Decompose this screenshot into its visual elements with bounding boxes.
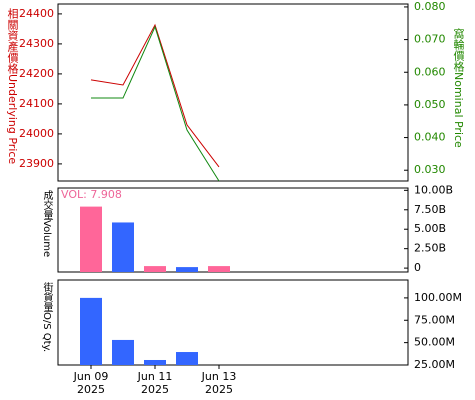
y2-tick-label: 0.030 bbox=[414, 163, 446, 176]
x-tick-label: Jun 13 bbox=[201, 370, 237, 383]
bar bbox=[176, 352, 198, 365]
x-tick-year: 2025 bbox=[205, 383, 233, 396]
y-tick-label: 100.00M bbox=[414, 291, 462, 304]
y-tick-label: 23900 bbox=[19, 157, 54, 170]
bar bbox=[80, 206, 102, 272]
y2-axis-title: 窩輪價格Nominal Price bbox=[452, 27, 465, 148]
bar bbox=[208, 266, 230, 272]
y2-tick-label: 0.060 bbox=[414, 65, 446, 78]
y2-tick-label: 0.080 bbox=[414, 0, 446, 13]
y-tick-label: 0 bbox=[414, 261, 421, 274]
y-tick-label: 24100 bbox=[19, 97, 54, 110]
y-tick-label: 24300 bbox=[19, 37, 54, 50]
x-tick-label: Jun 09 bbox=[73, 370, 109, 383]
bar bbox=[112, 339, 134, 365]
annotation: VOL: 7.908 bbox=[61, 188, 122, 201]
x-tick-year: 2025 bbox=[141, 383, 169, 396]
y-tick-label: 24200 bbox=[19, 67, 54, 80]
y-tick-label: 50.00M bbox=[414, 336, 455, 349]
y2-tick-label: 0.070 bbox=[414, 33, 446, 46]
y2-tick-label: 0.040 bbox=[414, 131, 446, 144]
y-tick-label: 2.50B bbox=[414, 242, 446, 255]
y-tick-label: 10.00B bbox=[414, 183, 453, 196]
panel-frame bbox=[57, 187, 409, 273]
y-tick-label: 75.00M bbox=[414, 313, 455, 326]
bar bbox=[112, 222, 134, 272]
bar bbox=[144, 266, 166, 272]
y2-tick-label: 0.050 bbox=[414, 98, 446, 111]
y-axis-title: 相關資產價格Underlying Price bbox=[6, 8, 19, 165]
y-tick-label: 25.00M bbox=[414, 358, 455, 371]
bar bbox=[144, 359, 166, 365]
x-tick-label: Jun 11 bbox=[137, 370, 173, 383]
panel-frame bbox=[57, 279, 409, 366]
x-tick-year: 2025 bbox=[77, 383, 105, 396]
y-tick-label: 24000 bbox=[19, 127, 54, 140]
y-axis-title: 街貨量O/S Qty. bbox=[41, 281, 53, 352]
line-series bbox=[91, 25, 220, 181]
bar bbox=[176, 267, 198, 272]
bar bbox=[80, 297, 102, 365]
y-tick-label: 5.00B bbox=[414, 222, 446, 235]
y-tick-label: 24400 bbox=[19, 7, 54, 20]
line-series bbox=[90, 23, 220, 168]
plot-area bbox=[90, 23, 220, 181]
y-tick-label: 7.50B bbox=[414, 203, 446, 216]
panel-frame bbox=[57, 3, 409, 182]
y-axis-title: 成交量Volume bbox=[41, 190, 53, 257]
